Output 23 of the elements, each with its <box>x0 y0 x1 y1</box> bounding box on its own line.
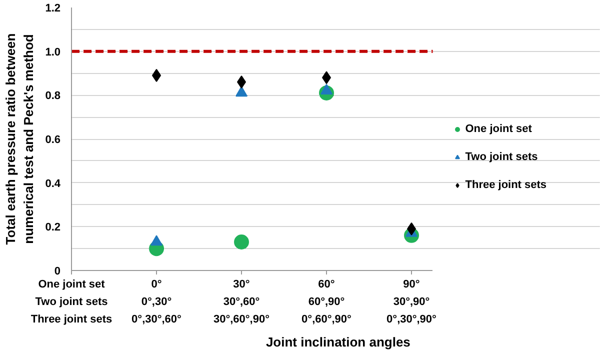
y-axis-title: Total earth pressure ratio between numerical test and Peck's method <box>3 33 36 245</box>
point <box>150 235 162 246</box>
y-tick-label: 0.4 <box>45 178 62 190</box>
x-tick-label: 90° 30°,90° 0°,30°,90° <box>386 278 436 326</box>
text: One joint set <box>38 278 106 290</box>
text: Two joint sets <box>35 296 108 308</box>
text: Three joint sets <box>30 313 112 326</box>
y-tick-label: 0 <box>54 266 61 278</box>
x-tick-label: 60° 60°,90° 0°,60°,90° <box>302 278 352 326</box>
x-tick-label: 30° 30°,60° 30°,60°,90° <box>213 278 270 326</box>
legend-label: Three joint sets <box>465 179 547 191</box>
y-tick-label: 0.8 <box>45 90 61 102</box>
x-tick-label: 0° 0°,30° 0°,30°,60° <box>132 278 182 326</box>
legend-label: Two joint sets <box>465 151 538 163</box>
legend-label: One joint set <box>465 123 532 135</box>
y-tick-label: 1.0 <box>45 46 61 58</box>
point <box>236 86 248 97</box>
point <box>320 84 332 94</box>
y-tick-label: 0.2 <box>45 222 61 234</box>
x-axis-title: Joint inclination angles <box>266 334 410 350</box>
point <box>234 234 249 250</box>
y-tick-label: 1.2 <box>45 2 61 14</box>
y-tick-label: 0.6 <box>45 134 61 146</box>
